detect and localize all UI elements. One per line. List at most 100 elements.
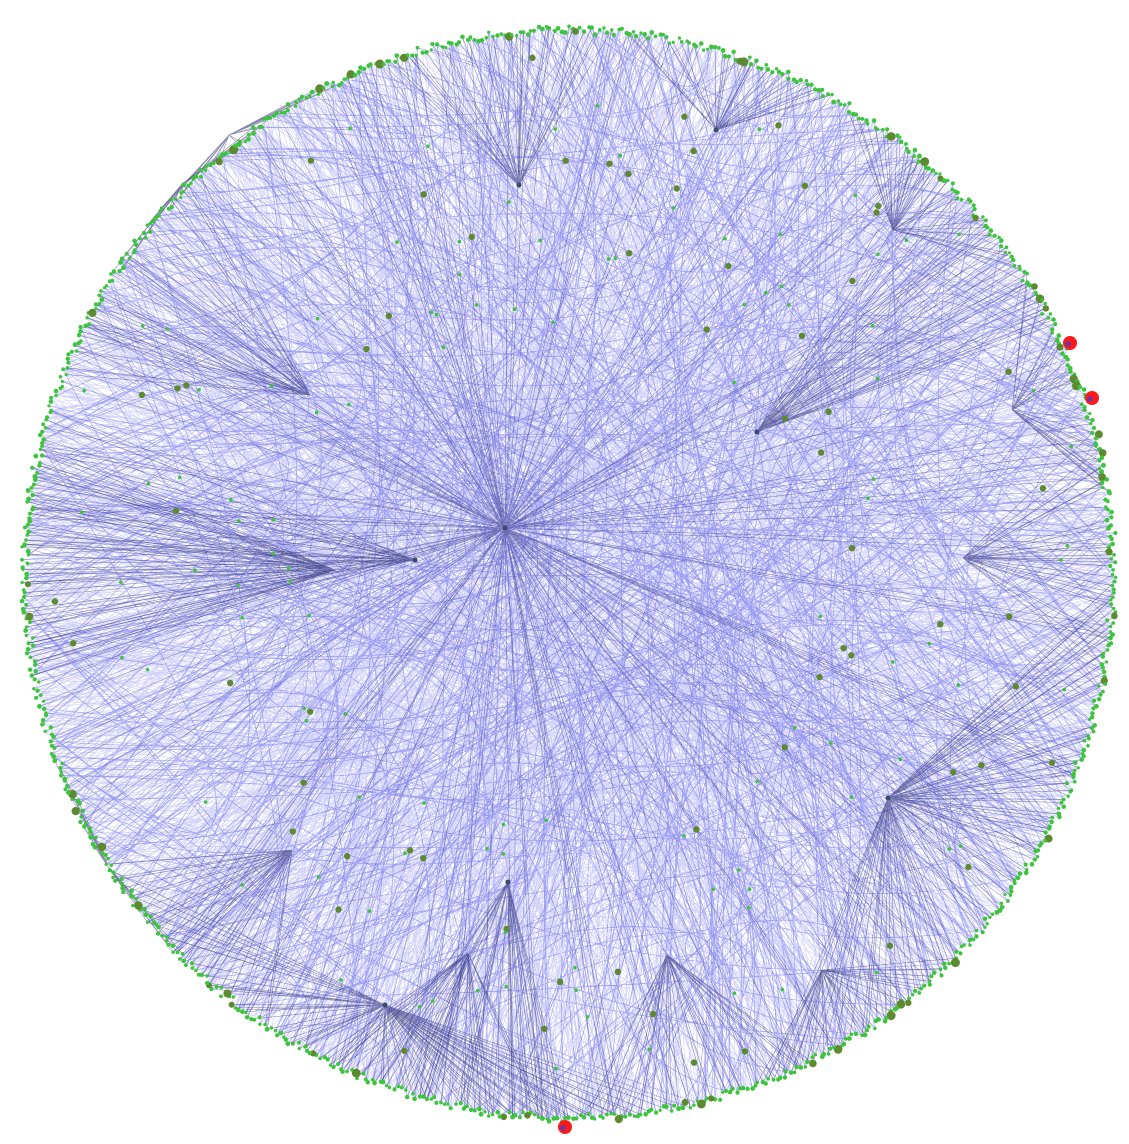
ring-node xyxy=(45,415,50,420)
ring-node xyxy=(1049,819,1054,825)
ring-node xyxy=(294,100,298,104)
ring-node xyxy=(28,620,32,625)
ring-node xyxy=(38,693,43,697)
ring-node xyxy=(60,379,64,384)
inner-node xyxy=(434,312,439,317)
ring-node xyxy=(24,633,28,638)
ring-node xyxy=(959,944,964,949)
ring-node xyxy=(387,1085,391,1090)
hub-spoke-lines xyxy=(319,952,548,1120)
ring-node xyxy=(358,65,363,70)
ring-node xyxy=(886,1011,896,1021)
ring-node xyxy=(350,1068,354,1072)
ring-node xyxy=(264,115,270,121)
ring-node xyxy=(905,146,909,151)
inner-node xyxy=(947,847,952,851)
ring-node xyxy=(579,1113,584,1118)
inner-node xyxy=(420,191,427,198)
ring-node xyxy=(1100,662,1104,667)
ring-node xyxy=(429,48,433,52)
ring-node xyxy=(460,34,465,40)
ring-node xyxy=(78,819,83,825)
ring-node xyxy=(968,943,972,947)
ring-node xyxy=(214,984,219,990)
inner-node xyxy=(51,598,59,605)
ring-node xyxy=(759,66,764,71)
ring-node xyxy=(1073,760,1078,766)
inner-node xyxy=(146,481,151,486)
ring-node xyxy=(601,1116,605,1120)
ring-node xyxy=(931,970,937,975)
ring-node xyxy=(71,807,80,816)
ring-node xyxy=(1046,316,1051,320)
ring-node xyxy=(58,375,63,379)
inner-node xyxy=(1065,543,1070,548)
ring-node xyxy=(342,77,347,82)
ring-node xyxy=(843,1036,848,1041)
hub-node xyxy=(885,795,891,801)
ring-node xyxy=(1009,254,1014,259)
hub-node xyxy=(516,182,522,188)
ring-node xyxy=(26,553,31,557)
ring-node xyxy=(40,441,45,446)
ring-node xyxy=(1110,572,1115,577)
inner-node xyxy=(775,122,782,129)
ring-node xyxy=(1079,757,1085,762)
ring-node xyxy=(1092,723,1097,728)
ring-node xyxy=(54,393,58,398)
inner-node xyxy=(741,1048,749,1055)
ring-node xyxy=(566,1115,571,1120)
inner-node xyxy=(1005,368,1012,375)
ring-node xyxy=(1090,418,1095,423)
ring-node xyxy=(393,59,398,64)
ring-node xyxy=(633,34,639,39)
ring-node xyxy=(804,1059,810,1065)
inner-node xyxy=(70,640,77,647)
ring-node xyxy=(753,1083,758,1088)
ring-node xyxy=(1021,278,1025,283)
inner-node xyxy=(817,449,825,456)
inner-node xyxy=(457,272,462,277)
inner-node xyxy=(891,660,895,664)
inner-node xyxy=(798,332,806,339)
ring-node xyxy=(958,951,963,956)
ring-node xyxy=(273,1029,278,1033)
ring-node xyxy=(860,117,865,121)
ring-node xyxy=(1007,251,1012,255)
ring-node xyxy=(339,1067,344,1072)
ring-node xyxy=(592,32,598,37)
inner-node xyxy=(690,147,697,155)
ring-node xyxy=(307,94,312,98)
ring-node xyxy=(1040,312,1045,316)
ring-node xyxy=(22,525,27,530)
ring-node xyxy=(805,79,809,83)
ring-node xyxy=(1051,317,1056,322)
ring-node xyxy=(688,1106,693,1110)
ring-node xyxy=(1048,312,1053,316)
ring-node xyxy=(910,993,915,997)
ring-node xyxy=(83,821,88,826)
ring-node xyxy=(87,826,92,831)
ring-node xyxy=(378,1079,384,1084)
ring-node xyxy=(53,388,59,394)
inner-node xyxy=(1006,613,1013,620)
ring-node xyxy=(23,628,28,633)
inner-node xyxy=(957,232,961,237)
ring-node xyxy=(776,1077,781,1082)
ring-node xyxy=(243,140,247,144)
inner-node xyxy=(430,999,435,1003)
ring-node xyxy=(169,205,174,210)
ring-node xyxy=(803,1065,807,1069)
ring-node xyxy=(1111,621,1116,625)
ring-node xyxy=(898,139,904,145)
ring-node xyxy=(87,322,92,327)
ring-node xyxy=(88,834,94,840)
ring-node xyxy=(1111,568,1115,572)
ring-node xyxy=(836,99,841,103)
ring-node xyxy=(765,67,771,72)
ring-node xyxy=(1110,541,1115,547)
ring-node xyxy=(97,842,107,852)
ring-node xyxy=(968,937,973,942)
ring-node xyxy=(597,28,602,32)
inner-node xyxy=(848,545,856,552)
